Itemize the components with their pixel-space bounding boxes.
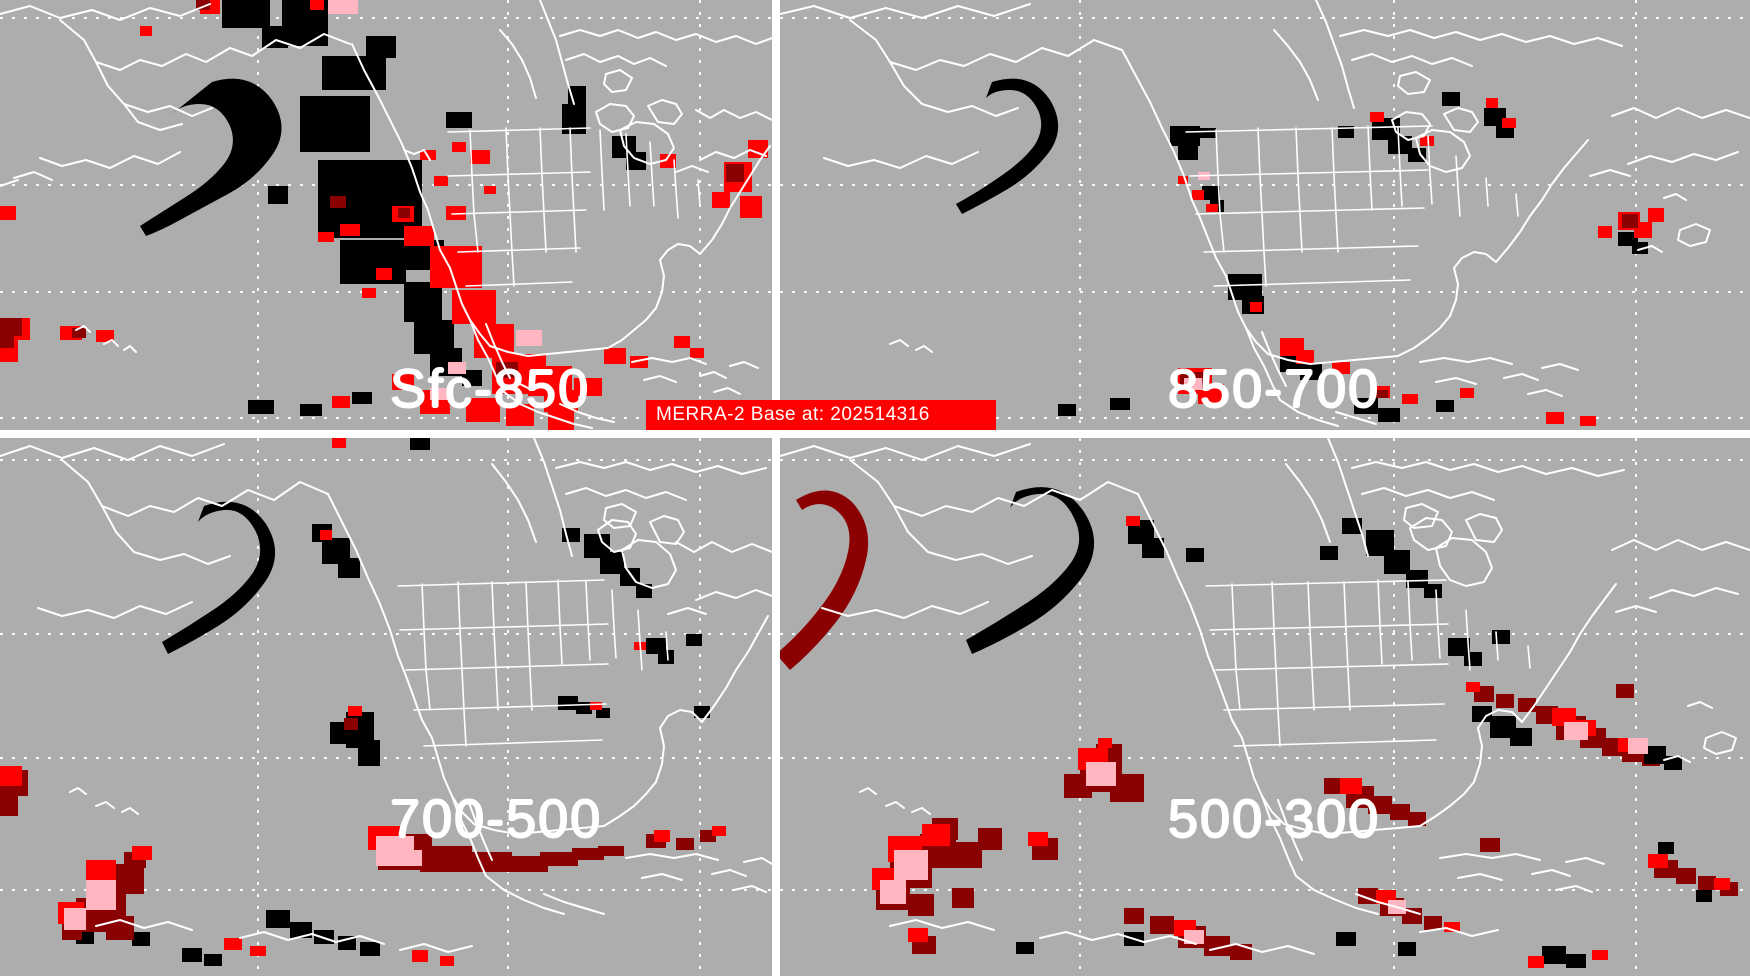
panel-divider-vertical [772, 0, 780, 976]
map-artwork-850-700 [780, 0, 1750, 430]
panel-700-500 [0, 438, 772, 976]
panel-850-700 [780, 0, 1750, 430]
map-artwork-700-500 [0, 438, 772, 976]
panel-divider-horizontal [0, 430, 1750, 438]
base-time-banner: MERRA-2 Base at: 202514316 [646, 400, 996, 430]
panel-500-300 [780, 438, 1750, 976]
map-artwork-sfc-850 [0, 0, 772, 430]
map-artwork-500-300 [780, 438, 1750, 976]
panel-sfc-850 [0, 0, 772, 430]
